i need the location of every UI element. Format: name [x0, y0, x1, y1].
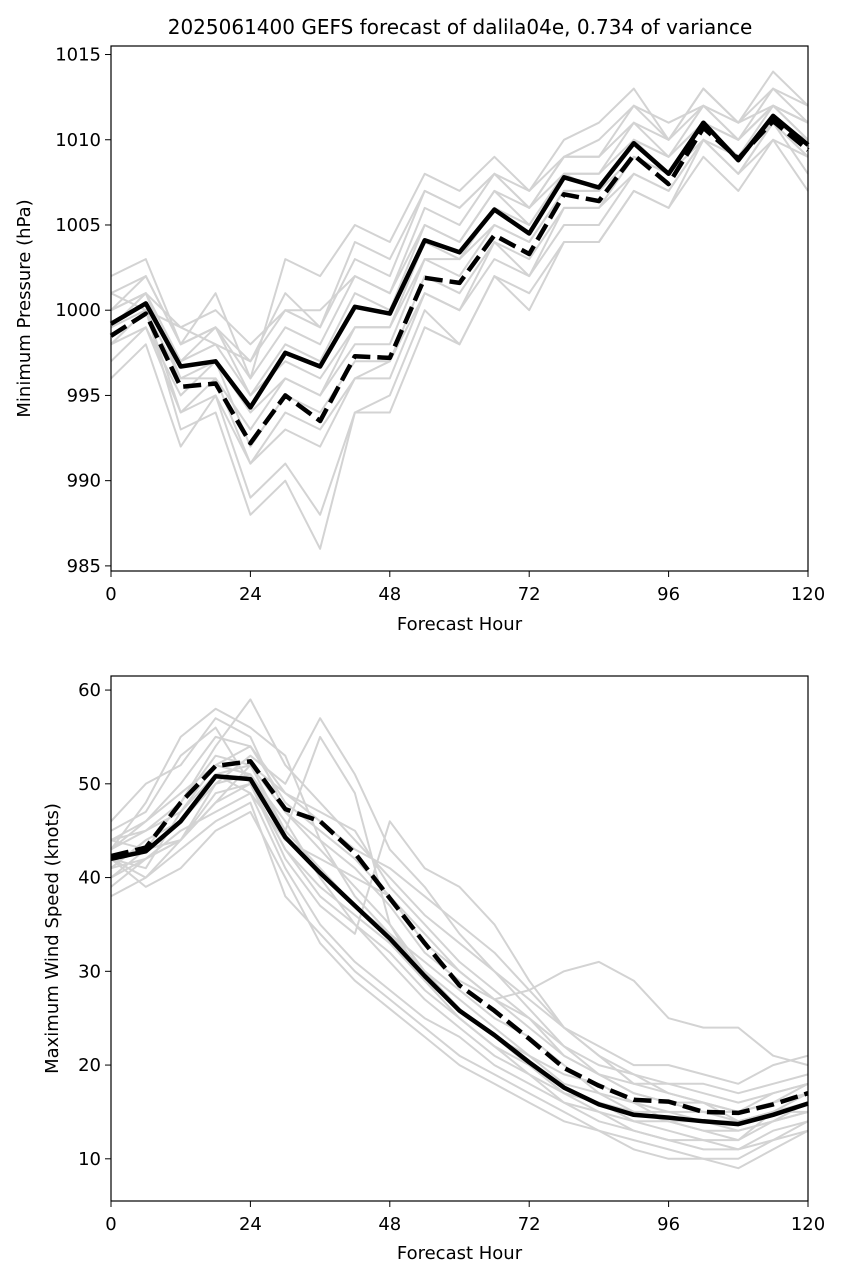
- pressure-member-line-11: [110, 104, 809, 363]
- wind-x-tick-label: 48: [378, 1214, 401, 1235]
- wind-member-line-12: [110, 707, 809, 1132]
- pressure-x-tick-label: 72: [518, 584, 541, 605]
- pressure-x-axis-label: Forecast Hour: [397, 614, 523, 635]
- pressure-member-line-2: [110, 70, 809, 380]
- pressure-member-line-8: [110, 121, 809, 550]
- pressure-y-tick-label: 985: [67, 556, 101, 577]
- wind-member-line-14: [110, 773, 809, 1095]
- wind-x-tick-label: 24: [239, 1214, 262, 1235]
- pressure-y-tick-label: 1015: [55, 45, 101, 66]
- wind-member-line-10: [110, 764, 809, 1123]
- wind-plot-frame: [110, 675, 809, 1202]
- wind-y-tick-label: 20: [78, 1055, 101, 1076]
- pressure-y-tick-label: 995: [67, 385, 101, 406]
- wind-solid-mean-line: [110, 774, 809, 1127]
- wind-x-tick-label: 120: [791, 1214, 825, 1235]
- figure-title: 2025061400 GEFS forecast of dalila04e, 0…: [168, 15, 753, 39]
- pressure-y-axis-label: Minimum Pressure (hPa): [14, 199, 35, 417]
- wind-y-axis-label: Maximum Wind Speed (knots): [42, 803, 63, 1074]
- wind-member-line-13: [110, 773, 808, 1123]
- wind-x-tick-label: 72: [518, 1214, 541, 1235]
- pressure-x-tick-label: 0: [105, 584, 116, 605]
- pressure-x-tick-label: 96: [657, 584, 680, 605]
- wind-y-tick-label: 30: [78, 961, 101, 982]
- wind-member-line-3: [110, 717, 809, 1067]
- pressure-member-line-7: [110, 87, 809, 380]
- wind-member-line-17: [110, 782, 809, 1123]
- wind-x-axis-label: Forecast Hour: [397, 1243, 523, 1264]
- pressure-solid-mean-line: [109, 113, 810, 410]
- wind-member-line-15: [110, 810, 809, 1170]
- wind-x-tick-label: 96: [657, 1214, 680, 1235]
- pressure-y-tick-label: 990: [67, 471, 101, 492]
- wind-y-tick-label: 60: [78, 680, 101, 701]
- pressure-member-line-14: [110, 104, 809, 414]
- wind-y-tick-label: 50: [78, 774, 101, 795]
- wind-member-line-5: [110, 698, 809, 1085]
- wind-y-tick-label: 40: [78, 868, 101, 889]
- wind-member-line-4: [110, 764, 809, 1151]
- pressure-x-tick-label: 48: [378, 584, 401, 605]
- wind-member-line-6: [110, 735, 809, 1142]
- wind-member-line-18: [110, 754, 809, 1132]
- wind-x-tick-label: 0: [105, 1214, 116, 1235]
- pressure-plot-frame: [110, 45, 809, 572]
- pressure-y-tick-label: 1000: [55, 300, 101, 321]
- wind-member-line-9: [110, 792, 809, 1151]
- pressure-panel: 0 24 48 72 96 120 985 990 995 1000 1005 1010 1015 F…: [14, 45, 825, 635]
- wind-dashed-mean-line: [110, 759, 809, 1116]
- pressure-y-tick-label: 1005: [55, 215, 101, 236]
- wind-y-tick-label: 10: [78, 1149, 101, 1170]
- pressure-x-tick-label: 120: [791, 584, 825, 605]
- pressure-member-line-10: [110, 121, 809, 448]
- pressure-y-tick-label: 1010: [55, 130, 101, 151]
- pressure-x-tick-label: 24: [239, 584, 262, 605]
- pressure-dashed-mean-line: [109, 118, 810, 446]
- wind-member-line-11: [110, 801, 809, 1160]
